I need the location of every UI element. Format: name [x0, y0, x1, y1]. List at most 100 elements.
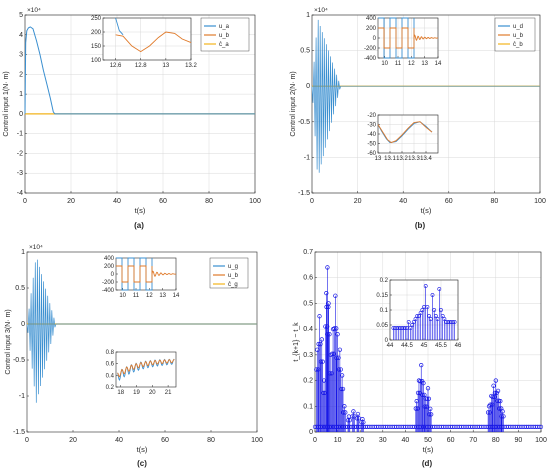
- inset-data-point: [427, 314, 432, 318]
- series-line: [24, 26, 255, 115]
- data-point: [500, 409, 505, 414]
- inset-axes: 12.6 12.8 13 13.2 100 150 200 250: [91, 16, 198, 69]
- y-tick-label: 3: [19, 52, 23, 59]
- data-point: [492, 394, 497, 399]
- x-tick-label: 80: [491, 198, 499, 205]
- data-point: [324, 290, 329, 296]
- inset-series-line: [378, 27, 415, 49]
- legend-label: ĉ_a: [219, 42, 229, 48]
- series-line: [26, 259, 257, 403]
- panel-caption: (d): [422, 459, 433, 468]
- data-point: [355, 411, 361, 417]
- x-tick-label: 12: [408, 61, 415, 67]
- data-point: [337, 347, 343, 352]
- y-tick-label: 0: [385, 338, 389, 344]
- data-point: [419, 362, 424, 368]
- x-tick-label: 0: [25, 437, 29, 444]
- legend-label: u_g: [228, 264, 238, 270]
- y-tick-label: 0.2: [106, 385, 115, 391]
- inset-data-point: [439, 308, 443, 312]
- data-point: [326, 301, 331, 306]
- x-tick-label: 100: [251, 437, 263, 444]
- data-point: [537, 424, 542, 429]
- x-tick-label: 20: [356, 437, 364, 444]
- data-point: [336, 355, 341, 360]
- inset-data-point: [437, 287, 442, 291]
- y-tick-label: 0.05: [376, 323, 388, 329]
- data-point: [325, 265, 330, 270]
- x-tick-label: 13: [421, 61, 428, 67]
- data-point: [317, 314, 322, 319]
- y-tick-label: -2: [17, 150, 23, 157]
- x-tick-label: 20: [69, 437, 77, 444]
- axes-frame: [26, 251, 258, 433]
- y-axis-label: Control input 2(N· m): [290, 71, 297, 136]
- data-point: [417, 390, 423, 396]
- data-point: [335, 332, 340, 337]
- x-tick-label: 0: [23, 198, 27, 205]
- y-tick-label: 0.2: [380, 278, 389, 284]
- y-tick-label: 200: [366, 26, 377, 32]
- x-axis-label: t(s): [137, 445, 148, 454]
- x-tick-label: 14: [435, 61, 442, 67]
- y-tick-label: -60: [367, 151, 376, 157]
- legend-label: u_d: [513, 24, 523, 30]
- inset-series-line: [377, 121, 433, 144]
- inset-series-line: [115, 17, 124, 36]
- y-tick-label: -0.5: [298, 119, 310, 126]
- y-tick-label: 0: [19, 111, 23, 118]
- axes: 0 20 40 60 80 100-1.5-1-0.500.51: [298, 12, 546, 205]
- y-tick-label: 0.3: [303, 352, 313, 359]
- data-point: [495, 388, 501, 394]
- inset-series-line: [151, 270, 177, 277]
- data-point: [428, 406, 433, 412]
- y-tick-label: -0.5: [13, 357, 25, 364]
- axes-frame: [115, 351, 177, 388]
- x-tick-label: 13.1: [384, 156, 396, 162]
- y-tick-label: 400: [366, 16, 377, 22]
- y-tick-label: -200: [102, 280, 115, 286]
- x-tick-label: 44: [387, 343, 394, 349]
- inset-series-line: [115, 31, 192, 53]
- inset-series-line: [116, 257, 153, 291]
- y-tick-label: -20: [367, 113, 376, 119]
- y-tick-label: 100: [91, 58, 102, 64]
- data-point: [491, 383, 496, 388]
- x-tick-label: 14: [173, 293, 180, 299]
- inset-data-point: [432, 308, 437, 312]
- data-point: [340, 386, 346, 392]
- data-point: [361, 420, 366, 425]
- data-point: [320, 359, 325, 364]
- y-tick-label: -200: [364, 46, 377, 52]
- inset-data-point: [433, 314, 438, 318]
- y-tick-label: -50: [367, 142, 376, 148]
- x-tick-label: 10: [381, 61, 388, 67]
- x-tick-label: 13: [159, 293, 166, 299]
- y-tick-label: -1: [304, 154, 310, 161]
- x-tick-label: 11: [133, 293, 140, 299]
- data-point: [487, 410, 493, 415]
- x-tick-label: 40: [113, 198, 121, 205]
- data-point: [429, 412, 434, 417]
- inset-axes: 13 13.1 13.2 13.3 13.4 -60 -50 -40 -30 -20: [367, 113, 439, 162]
- y-tick-label: 0.5: [303, 300, 313, 307]
- y-tick-label: 0.4: [106, 373, 115, 379]
- data-point: [331, 351, 337, 356]
- y-tick-label: -4: [17, 190, 23, 197]
- y-tick-label: -1: [17, 131, 23, 138]
- legend-label: u_b: [219, 33, 230, 39]
- panel-caption: (b): [415, 221, 426, 230]
- x-axis-label: t(s): [135, 206, 146, 215]
- axis-exponent: ×10⁴: [314, 7, 328, 14]
- inset-data-point: [440, 314, 445, 318]
- data-point: [315, 347, 320, 352]
- y-tick-label: 0.5: [300, 48, 310, 55]
- x-tick-label: 20: [67, 198, 75, 205]
- x-tick-label: 19: [133, 390, 140, 396]
- inset-series-line: [117, 359, 175, 378]
- x-tick-label: 21: [165, 390, 172, 396]
- data-point: [319, 337, 324, 342]
- x-axis-label: t(s): [421, 206, 432, 215]
- y-tick-label: -30: [367, 123, 376, 129]
